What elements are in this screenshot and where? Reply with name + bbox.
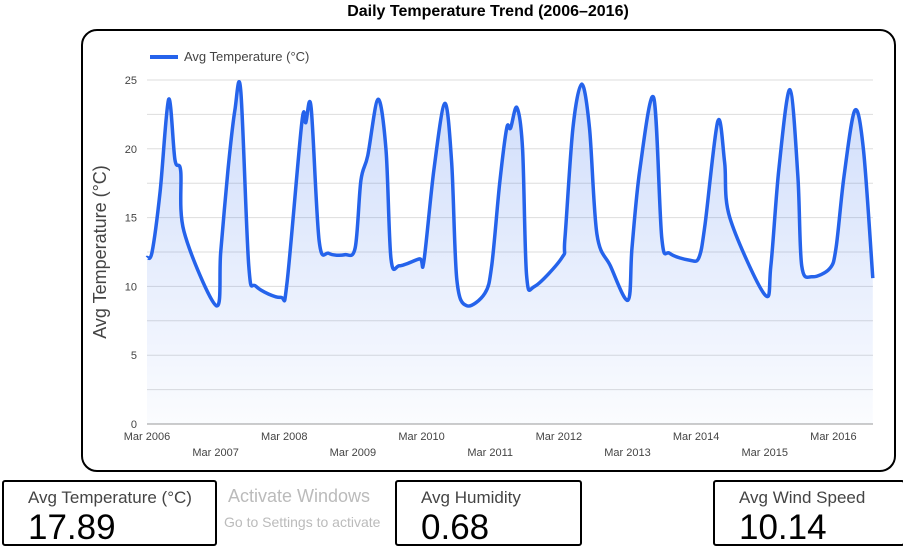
series-area xyxy=(147,81,873,424)
y-tick-label: 25 xyxy=(125,75,137,87)
card-label: Avg Humidity xyxy=(421,488,521,507)
watermark-subtitle: Go to Settings to activate xyxy=(224,514,381,530)
card-value: 10.14 xyxy=(739,508,827,547)
card-label: Avg Temperature (°C) xyxy=(28,488,192,507)
x-tick-label: Mar 2008 xyxy=(261,431,307,443)
y-axis-label: Avg Temperature (°C) xyxy=(90,165,110,339)
card-value: 0.68 xyxy=(421,508,490,547)
x-tick-label: Mar 2014 xyxy=(673,431,719,443)
x-tick-label: Mar 2016 xyxy=(810,431,856,443)
avg-humidity-card: Avg Humidity 0.68 xyxy=(395,480,582,546)
y-tick-label: 0 xyxy=(131,419,137,431)
chart-container xyxy=(81,29,896,472)
series-line xyxy=(145,80,875,308)
y-tick-label: 5 xyxy=(131,350,137,362)
avg-wind-speed-card: Avg Wind Speed 10.14 xyxy=(713,480,903,546)
x-tick-label: Mar 2013 xyxy=(604,447,650,459)
x-tick-label: Mar 2010 xyxy=(398,431,444,443)
x-tick-label: Mar 2006 xyxy=(124,431,170,443)
x-tick-label: Mar 2009 xyxy=(330,447,376,459)
card-value: 17.89 xyxy=(28,508,116,547)
x-tick-label: Mar 2012 xyxy=(536,431,582,443)
temperature-chart: 0 5 10 15 20 25 Mar 2006 Mar 2007 Mar 2008 Mar 2… xyxy=(90,49,875,459)
card-label: Avg Wind Speed xyxy=(739,488,866,507)
y-tick-label: 10 xyxy=(125,281,137,293)
chart-title: Daily Temperature Trend (2006–2016) xyxy=(347,3,629,20)
legend-label[interactable]: Avg Temperature (°C) xyxy=(184,49,309,64)
y-tick-label: 15 xyxy=(125,213,137,225)
x-tick-label: Mar 2007 xyxy=(192,447,238,459)
watermark-title: Activate Windows xyxy=(228,486,371,506)
y-tick-label: 20 xyxy=(125,144,137,156)
x-tick-label: Mar 2011 xyxy=(467,447,513,459)
x-tick-label: Mar 2015 xyxy=(742,447,788,459)
avg-temperature-card: Avg Temperature (°C) 17.89 xyxy=(2,480,217,546)
